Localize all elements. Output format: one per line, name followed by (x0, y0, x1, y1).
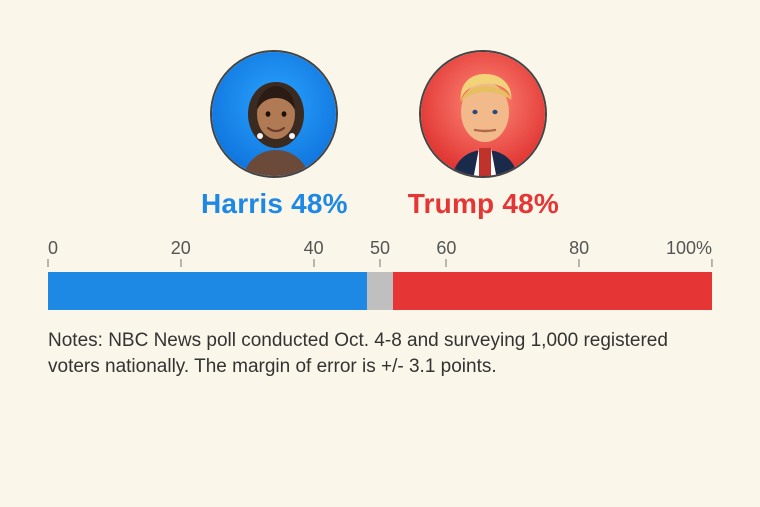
axis-tick-mark (380, 259, 381, 267)
notes-text: Notes: NBC News poll conducted Oct. 4-8 … (48, 328, 712, 379)
portrait-harris (210, 50, 338, 178)
poll-bar (48, 272, 712, 310)
axis-tick: 40 (304, 238, 324, 259)
axis-tick-mark (180, 259, 181, 267)
portrait-harris-svg (212, 52, 338, 178)
axis-tick-mark (48, 259, 49, 267)
label-trump: Trump 48% (408, 188, 559, 220)
candidate-trump: Trump 48% (408, 50, 559, 220)
bar-segment-trump (393, 272, 712, 310)
axis-tick: 0 (48, 238, 58, 259)
candidates-row: Harris 48% (48, 50, 712, 220)
bar-segment-undecided (367, 272, 394, 310)
axis-tick: 50 (370, 238, 390, 259)
axis-tick-mark (579, 259, 580, 267)
axis-tick: 100% (666, 238, 712, 259)
portrait-trump (419, 50, 547, 178)
bar-segment-harris (48, 272, 367, 310)
axis-tick: 60 (436, 238, 456, 259)
label-harris: Harris 48% (201, 188, 348, 220)
axis-tick-mark (712, 259, 713, 267)
poll-infographic: Harris 48% (0, 0, 760, 507)
bar-axis: 0 20 40 50 60 80 100% (48, 238, 712, 266)
axis-tick-mark (446, 259, 447, 267)
portrait-trump-svg (421, 52, 547, 178)
axis-tick: 20 (171, 238, 191, 259)
axis-tick-mark (313, 259, 314, 267)
candidate-harris: Harris 48% (201, 50, 348, 220)
axis-tick: 80 (569, 238, 589, 259)
